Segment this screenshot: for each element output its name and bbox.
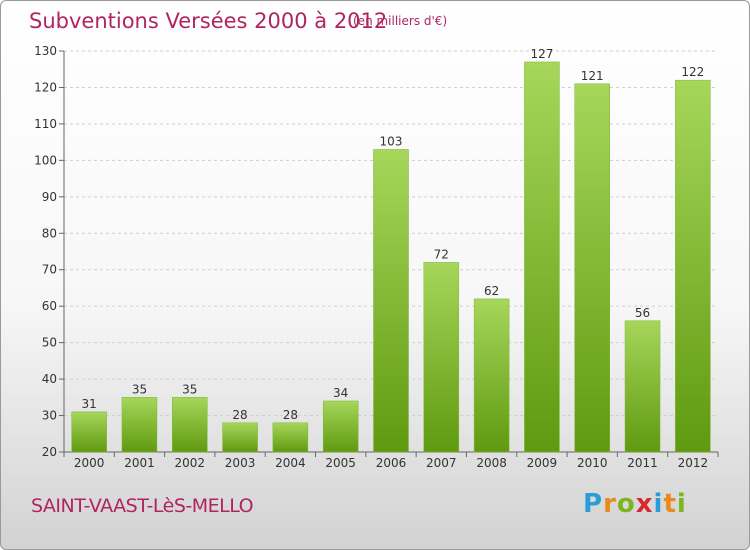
logo-letter: r (603, 489, 617, 519)
y-tick-label: 50 (42, 336, 57, 350)
bar (473, 298, 510, 453)
logo-letter: P (583, 489, 604, 519)
data-label: 34 (333, 386, 348, 400)
y-tick-label: 130 (34, 44, 57, 58)
x-tick-label: 2004 (275, 456, 306, 470)
data-label: 103 (380, 134, 403, 148)
logo-letter: t (663, 489, 677, 519)
bar (624, 320, 661, 453)
y-tick-label: 70 (42, 263, 57, 277)
y-tick-label: 80 (42, 226, 57, 240)
x-tick-label: 2010 (577, 456, 608, 470)
data-label: 28 (283, 408, 298, 422)
y-tick-label: 40 (42, 372, 57, 386)
x-tick-label: 2009 (527, 456, 558, 470)
x-tick-label: 2006 (376, 456, 407, 470)
labels: 31 35 35 28 28 34 103 72 62 127 121 56 122 (82, 47, 705, 422)
y-tick-label: 60 (42, 299, 57, 313)
bar (71, 411, 107, 453)
y-tick-label: 120 (34, 80, 57, 94)
data-label: 31 (82, 397, 97, 411)
x-tick-label: 2002 (174, 456, 205, 470)
logo-letter: i (653, 489, 664, 519)
chart-subtitle: (en milliers d'€) (353, 14, 448, 28)
x-tick-label: 2005 (325, 456, 356, 470)
bar (675, 79, 711, 453)
data-label: 121 (581, 69, 604, 83)
bar (121, 397, 158, 453)
x-tick-label: 2011 (627, 456, 658, 470)
x-tick-label: 2007 (426, 456, 457, 470)
x-tick-label: 2012 (678, 456, 709, 470)
logo-letter: x (635, 489, 654, 519)
logo-letter: i (676, 489, 687, 519)
data-label: 28 (232, 408, 247, 422)
bar (574, 83, 610, 453)
bar (423, 262, 460, 453)
logo-letter: o (616, 489, 636, 519)
y-tick-label: 90 (42, 190, 57, 204)
bar (272, 422, 309, 453)
data-label: 72 (434, 247, 449, 261)
bars (71, 61, 711, 453)
x-tick-label: 2001 (124, 456, 155, 470)
town-name: SAINT-VAAST-LèS-MELLO (31, 495, 254, 517)
chart-title: Subventions Versées 2000 à 2012 (29, 9, 388, 33)
y-tick-label: 110 (34, 117, 57, 131)
data-label: 35 (182, 382, 197, 396)
bar (373, 149, 409, 453)
bar (222, 422, 258, 453)
bar (524, 61, 560, 453)
x-tick-label: 2003 (225, 456, 256, 470)
data-label: 127 (530, 47, 553, 61)
proxiti-logo[interactable]: Proxiti (583, 489, 687, 519)
data-label: 62 (484, 284, 499, 298)
y-tick-label: 20 (42, 445, 57, 459)
y-tick-label: 100 (34, 153, 57, 167)
bar (322, 400, 359, 453)
bar (172, 397, 208, 453)
x-tick-label: 2008 (476, 456, 507, 470)
y-tick-label: 30 (42, 409, 57, 423)
data-label: 122 (681, 65, 704, 79)
x-tick-label: 2000 (74, 456, 105, 470)
data-label: 35 (132, 382, 147, 396)
data-label: 56 (635, 306, 650, 320)
